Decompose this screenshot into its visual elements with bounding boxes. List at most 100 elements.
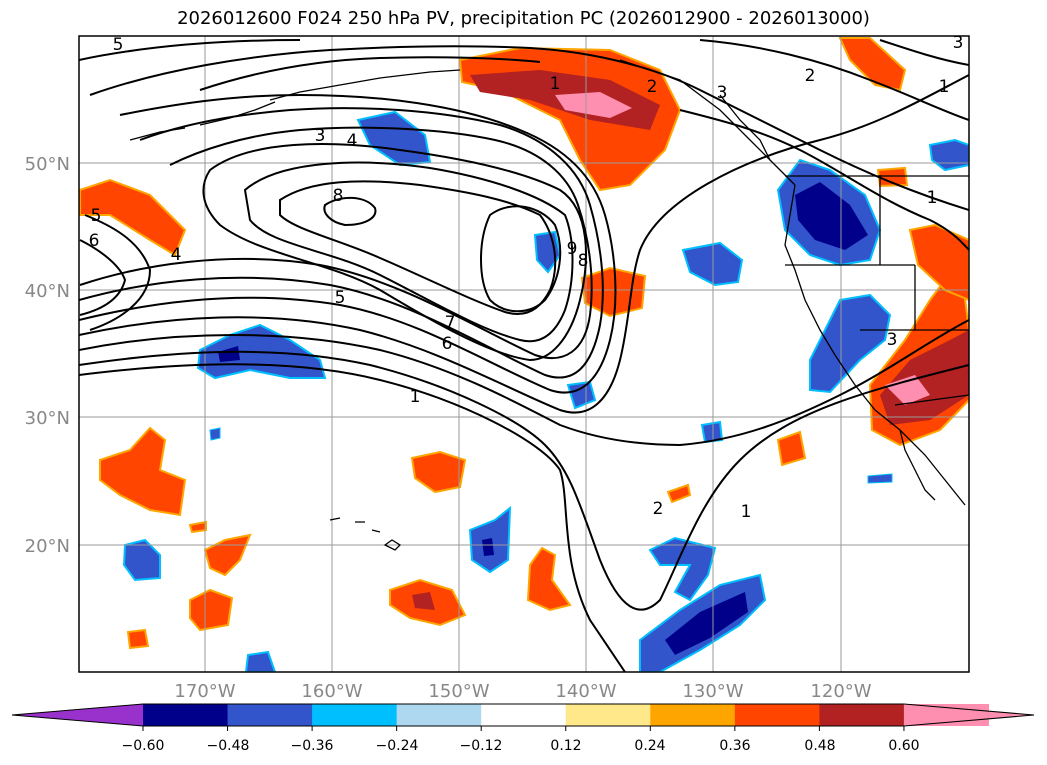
west-coast: [784, 184, 966, 506]
colorbar-bin: [734, 704, 820, 726]
contour-label: 5: [113, 35, 124, 55]
neg-sw3: [209, 427, 221, 441]
neg-sw2: [244, 650, 277, 672]
contour-labels: 5 3 4 8 5 6 4 1 2 3 3 2 1 9 8 7 6 5 1 2 …: [89, 33, 964, 522]
colorbar-extend-high: [903, 704, 1034, 726]
pv-contour-16: [699, 39, 969, 121]
contour-label: 2: [653, 499, 664, 519]
latitude-labels: 50°N 40°N 30°N 20°N: [25, 154, 70, 557]
colorbar-bin: [819, 704, 905, 726]
contour-label: 1: [550, 74, 561, 94]
contour-label: 7: [445, 313, 456, 333]
lat-label: 40°N: [25, 281, 70, 302]
colorbar-bin: [312, 704, 398, 726]
precip-se-1: [776, 430, 807, 467]
lat-label: 20°N: [25, 536, 70, 557]
pv-contour-18: [679, 109, 969, 251]
neg-south1-core: [482, 538, 494, 556]
pv-contour-12: [323, 196, 377, 227]
neg-cal: [809, 293, 892, 394]
contour-label: 3: [315, 126, 326, 146]
precip-west: [79, 178, 187, 257]
contour-label: 8: [333, 186, 344, 206]
contour-label: 3: [717, 83, 728, 103]
map-frame: [78, 35, 970, 673]
neg-south2-core: [665, 592, 748, 655]
colorbar-tick: 0.12: [550, 738, 581, 754]
pv-contour-3: [79, 319, 969, 447]
pv-contour-14: [89, 45, 969, 211]
pv-contour-6: [79, 107, 604, 379]
precip-center-1: [410, 450, 467, 494]
lon-label: 160°W: [301, 681, 362, 702]
pv-contour-9: [243, 161, 574, 343]
pv-contour-5: [79, 93, 617, 394]
pv-contour-2: [79, 350, 969, 611]
colorbar-bin: [227, 704, 313, 726]
colorbar-bin: [143, 704, 229, 726]
mexico-border: [894, 394, 969, 406]
contour-label: 3: [887, 330, 898, 350]
colorbar-tick-labels: −0.60 −0.48 −0.36 −0.24 −0.12 0.12 0.24 …: [122, 738, 920, 754]
pv-contour-17: [879, 39, 969, 66]
precip-alaska-east: [838, 37, 907, 92]
precip-se-3: [188, 520, 207, 534]
pv-contour-10: [279, 180, 557, 315]
colorbar-tick: −0.48: [207, 738, 250, 754]
map-title: 2026012600 F024 250 hPa PV, precipitatio…: [177, 8, 870, 29]
contour-label: 2: [805, 66, 816, 86]
colorbar-tick: −0.60: [122, 738, 165, 754]
lat-label: 50°N: [25, 154, 70, 175]
map-content: 5 3 4 8 5 6 4 1 2 3 3 2 1 9 8 7 6 5 1 2 …: [79, 33, 969, 672]
colorbar-tick: −0.36: [291, 738, 334, 754]
lon-label: 140°W: [555, 681, 616, 702]
contour-label: 5: [335, 288, 346, 308]
contour-label: 4: [347, 131, 358, 151]
colorbar: [11, 703, 1035, 731]
colorbar-bin: [396, 704, 482, 726]
contour-label: 3: [953, 33, 964, 53]
pv-contour-13: [79, 214, 152, 331]
colorbar-bin: [481, 704, 567, 726]
colorbar-tick: −0.12: [460, 738, 503, 754]
neg-mid4: [700, 420, 724, 444]
contour-label: 8: [578, 251, 589, 271]
colorbar-tick: 0.48: [804, 738, 835, 754]
colorbar-tick: 0.60: [888, 738, 919, 754]
hawaii: [329, 517, 402, 551]
pv-contours: [79, 39, 969, 672]
pv-contour-4: [79, 74, 969, 414]
colorbar-extend-low: [12, 704, 143, 726]
precip-sw-1: [99, 426, 187, 517]
contour-label: 6: [442, 334, 453, 354]
neg-sw1: [122, 538, 161, 582]
precip-center-2-core: [412, 592, 435, 610]
lon-label: 150°W: [428, 681, 489, 702]
precip-pnw-east: [908, 223, 969, 302]
contour-label: 2: [647, 77, 658, 97]
colorbar-tick: −0.24: [376, 738, 419, 754]
lon-label: 130°W: [682, 681, 743, 702]
pv-contour-1: [79, 363, 626, 672]
contour-label: 4: [171, 245, 182, 265]
contour-label: 1: [741, 502, 752, 522]
precip-negative-regions: [122, 110, 969, 672]
precip-california-peak: [885, 375, 930, 405]
pv-contour-8: [202, 143, 587, 362]
precip-east-small: [876, 166, 909, 188]
neg-south3: [648, 536, 717, 602]
contour-label: 1: [410, 387, 421, 407]
neg-pnw-core: [795, 182, 868, 250]
colorbar-tick: 0.24: [634, 738, 665, 754]
precip-gulf-alaska-peak: [555, 92, 632, 118]
contour-label: 5: [91, 206, 102, 226]
colorbar-bin: [565, 704, 651, 726]
pv-contour-11: [480, 205, 562, 313]
graticule: [79, 36, 969, 672]
precip-center-3: [526, 546, 572, 612]
contour-label: 6: [89, 231, 100, 251]
baja: [899, 429, 936, 501]
precip-sw-4: [126, 628, 150, 650]
lon-label: 170°W: [174, 681, 235, 702]
